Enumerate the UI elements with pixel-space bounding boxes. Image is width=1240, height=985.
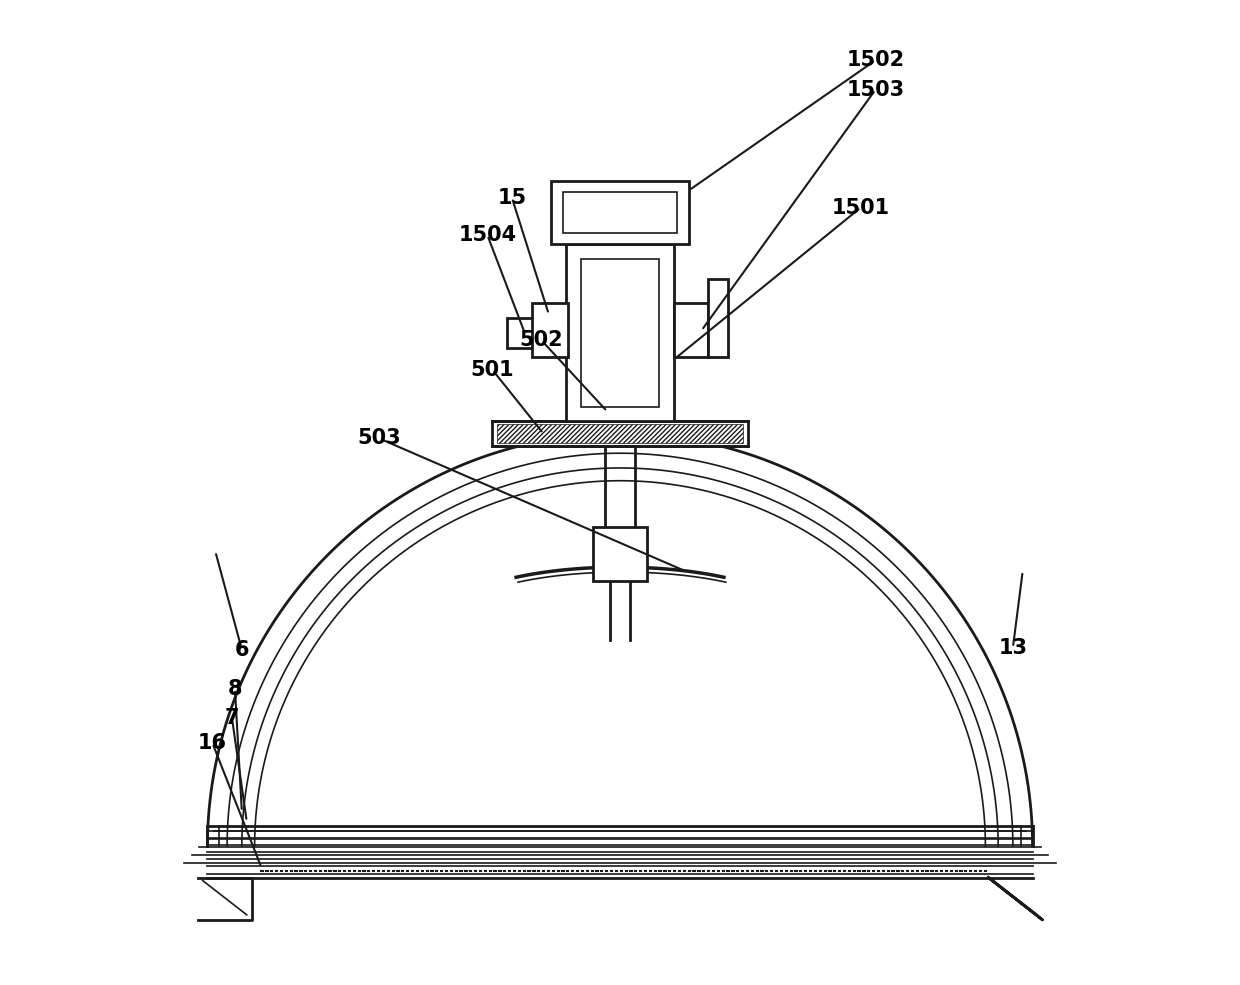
Text: 1502: 1502: [847, 50, 904, 70]
Text: 503: 503: [357, 428, 402, 448]
Text: 7: 7: [224, 708, 239, 729]
Text: 1504: 1504: [459, 226, 517, 245]
Text: 8: 8: [228, 679, 242, 699]
Text: 15: 15: [497, 188, 527, 208]
Bar: [563, 192, 677, 232]
Text: 501: 501: [470, 360, 515, 380]
Text: 502: 502: [520, 330, 563, 351]
Bar: [507, 318, 565, 348]
Text: 16: 16: [198, 733, 227, 753]
Text: 1501: 1501: [832, 198, 890, 218]
Bar: [565, 244, 675, 422]
Bar: [492, 422, 748, 446]
Bar: [497, 425, 743, 443]
Bar: [708, 279, 728, 358]
Bar: [532, 303, 568, 358]
Bar: [552, 180, 688, 244]
Text: 6: 6: [234, 639, 249, 660]
Bar: [675, 303, 708, 358]
Text: 13: 13: [998, 637, 1028, 658]
Bar: [593, 527, 647, 581]
Text: 1503: 1503: [847, 80, 904, 99]
Bar: [580, 259, 660, 407]
